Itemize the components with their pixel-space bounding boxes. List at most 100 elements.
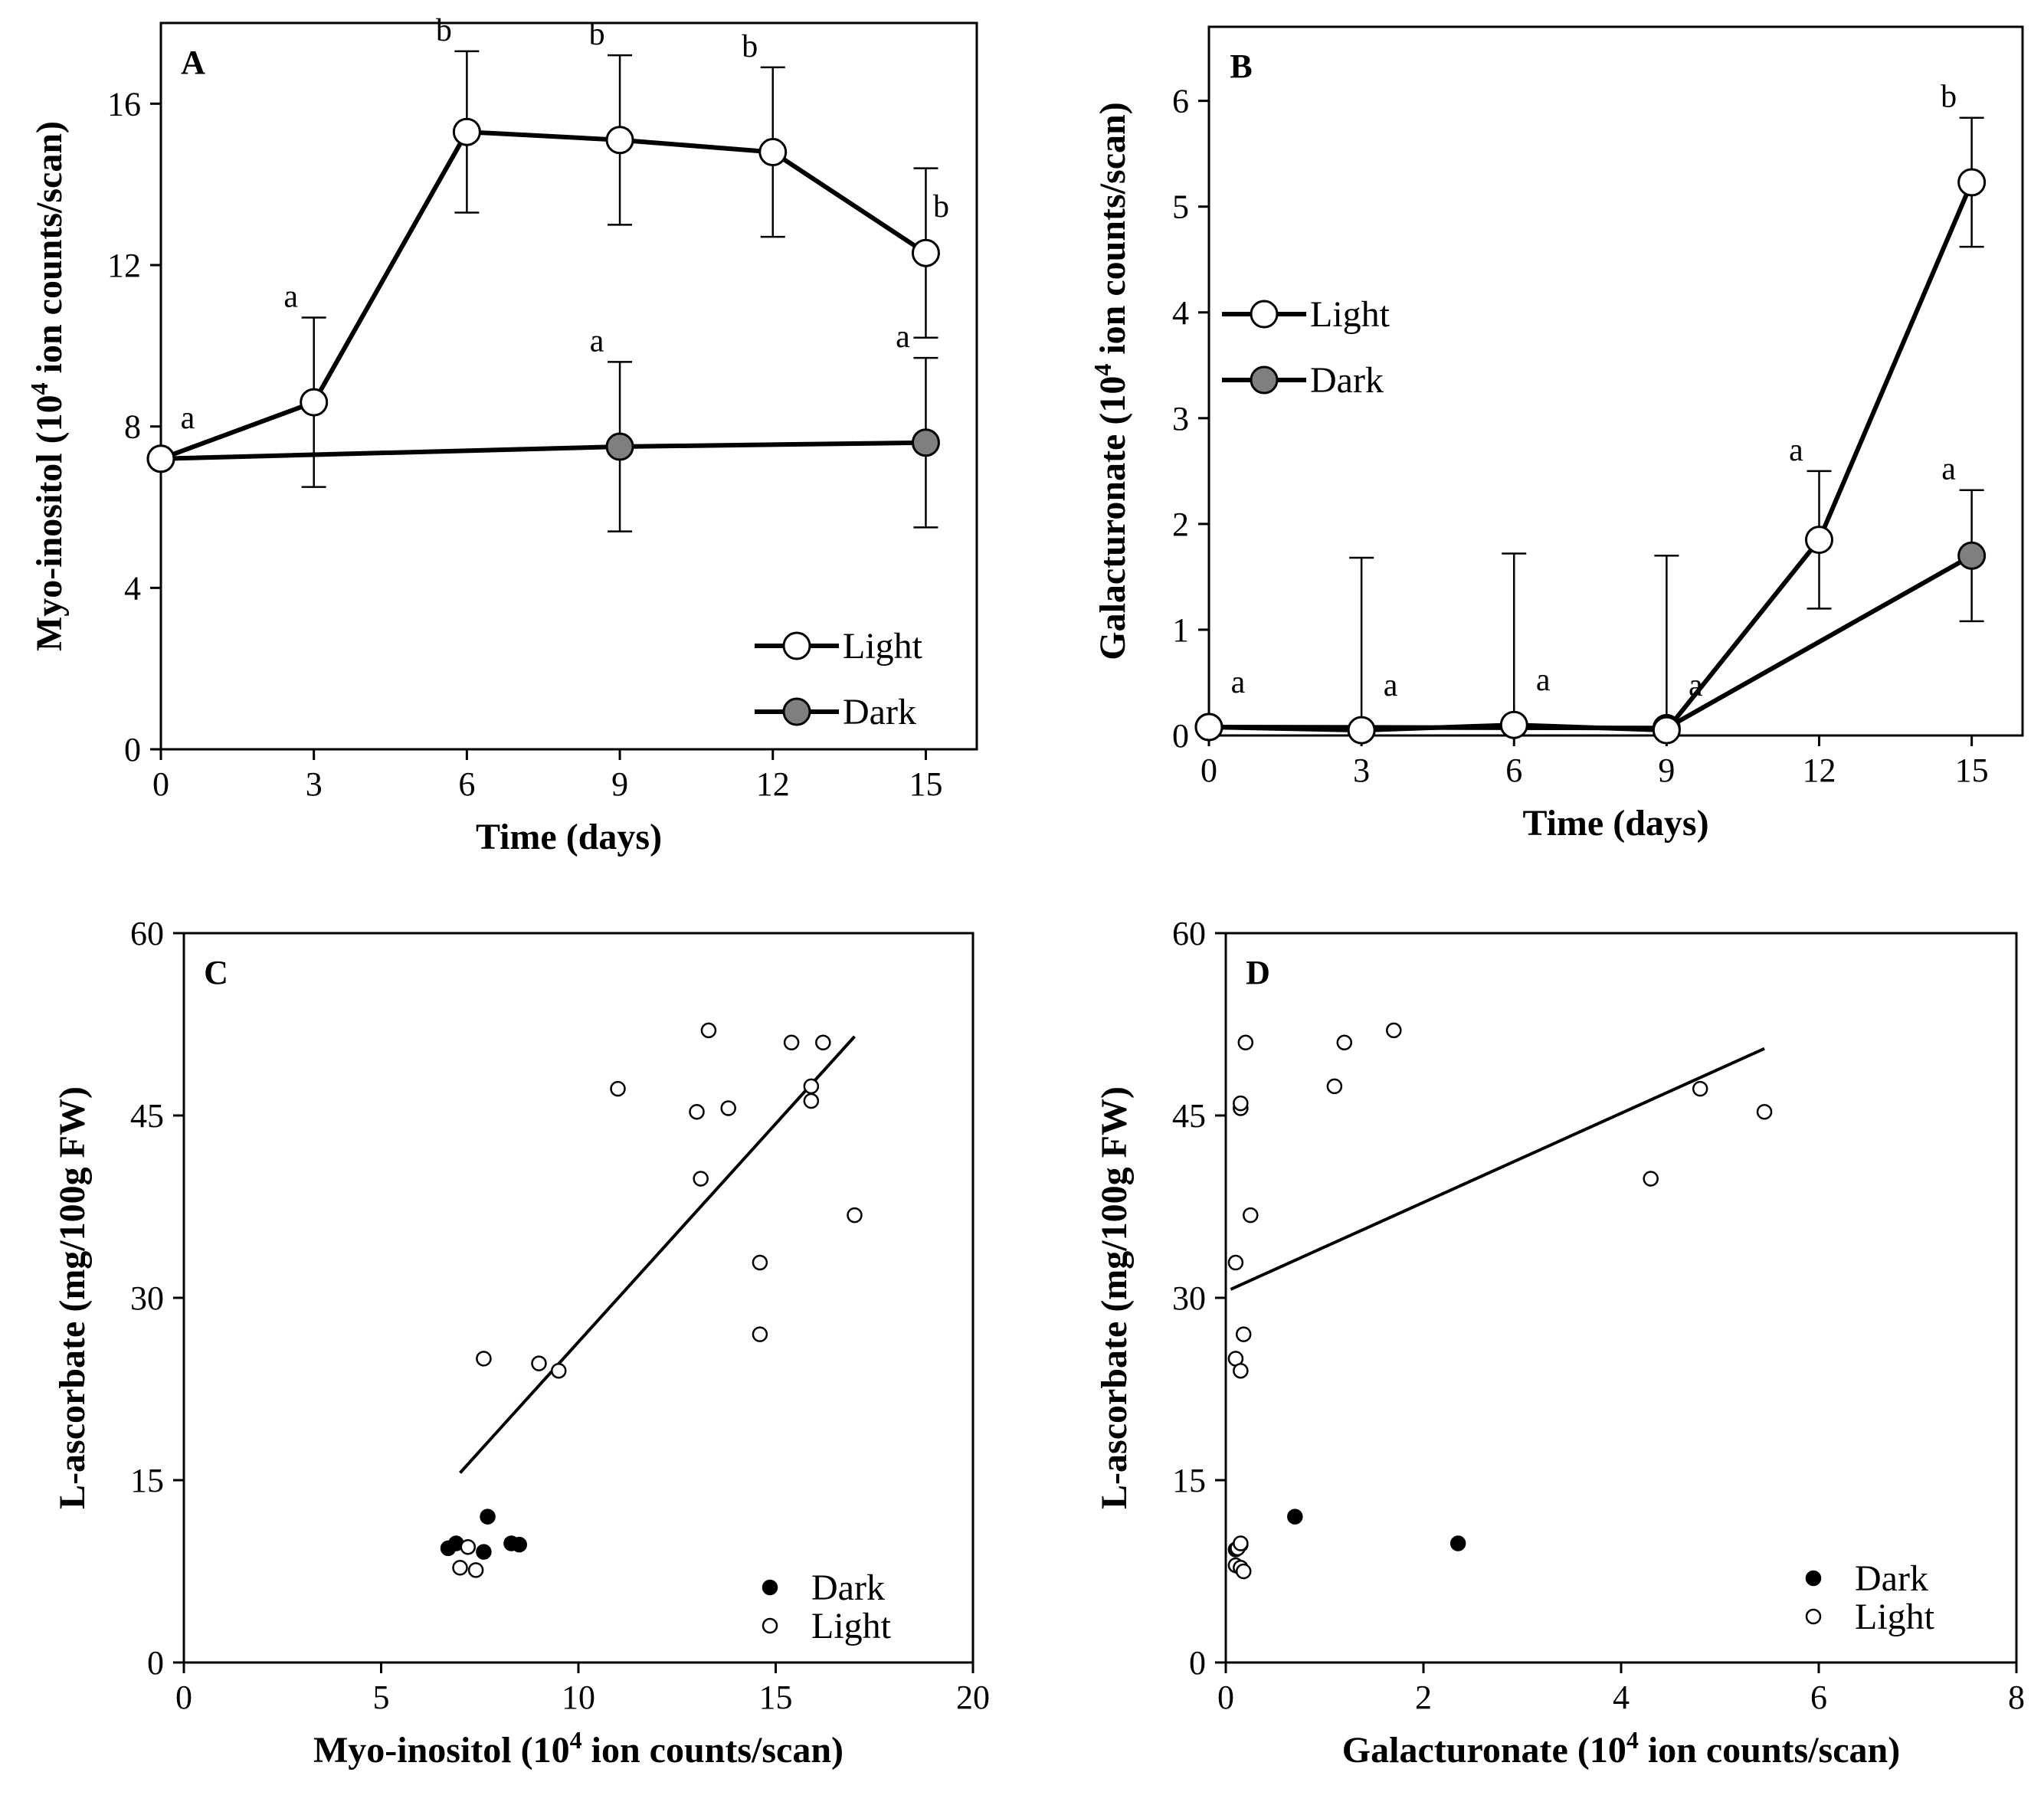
x-axis-label-D-main: Galacturonate (10	[1342, 1730, 1626, 1771]
significance-label-A-light-5: b	[933, 189, 949, 224]
data-point-C-light-1	[460, 1539, 477, 1555]
panel-label-A: A	[181, 44, 205, 81]
data-point-B-light-2	[1499, 710, 1528, 739]
data-point-A-light-1	[300, 388, 329, 417]
x-tick-label-C-0: 0	[175, 1679, 192, 1716]
legend-marker-D-dark	[1805, 1570, 1822, 1587]
y-tick-label-A-4: 16	[107, 85, 141, 123]
significance-label-A-dark-2: a	[896, 319, 910, 355]
x-tick-label-D-2: 4	[1613, 1679, 1630, 1716]
data-point-D-dark-3	[1449, 1535, 1466, 1551]
y-tick-label-A-2: 8	[124, 408, 141, 446]
panel-label-D: D	[1246, 954, 1270, 991]
data-point-C-light-4	[531, 1355, 547, 1371]
data-point-C-light-5	[551, 1362, 567, 1379]
data-point-C-light-17	[847, 1207, 863, 1224]
legend-label-A-light: Light	[843, 626, 923, 667]
y-axis-label-B-main: Galacturonate (10	[1092, 376, 1133, 660]
y-axis-label-B: Galacturonate (104 ion counts/scan)	[1089, 102, 1133, 660]
data-point-C-dark-3	[480, 1509, 496, 1525]
data-point-B-light-5	[1957, 168, 1987, 197]
legend-label-B-dark: Dark	[1310, 360, 1384, 401]
x-tick-label-B-1: 3	[1353, 752, 1370, 789]
y-tick-label-C-1: 15	[130, 1462, 164, 1499]
data-point-D-light-11	[1233, 1095, 1249, 1112]
y-axis-label-A: Myo-inositol (104 ion counts/scan)	[25, 121, 70, 651]
x-axis-label-A: Time (days)	[476, 817, 662, 857]
data-point-D-light-9	[1243, 1207, 1259, 1224]
x-axis-label-D-rest: ion counts/scan)	[1639, 1730, 1900, 1771]
legend-marker-B-dark	[1250, 365, 1279, 395]
x-axis-label-D: Galacturonate (104 ion counts/scan)	[1342, 1726, 1900, 1771]
series-line-A-light	[159, 129, 928, 461]
x-tick-label-D-1: 2	[1415, 1679, 1432, 1716]
data-point-C-light-15	[803, 1078, 820, 1095]
significance-label-A-light-0: a	[181, 401, 195, 436]
legend-label-B-light: Light	[1310, 294, 1391, 335]
x-axis-label-C-superscript: 4	[570, 1726, 582, 1754]
x-axis-label-C-rest: ion counts/scan)	[582, 1730, 843, 1771]
y-tick-label-D-4: 60	[1172, 915, 1206, 952]
data-point-D-light-2	[1235, 1563, 1252, 1580]
data-point-C-light-14	[803, 1092, 820, 1109]
data-point-C-dark-2	[476, 1544, 492, 1560]
chart-panel-C: 0 5 10 15 20 0 15 30 45 60 C Myo-inositol (104 ion …	[52, 915, 990, 1771]
x-tick-label-D-4: 8	[2008, 1679, 2025, 1716]
data-point-A-light-0	[146, 444, 175, 473]
x-tick-label-D-0: 0	[1217, 1679, 1234, 1716]
legend-label-A-dark: Dark	[843, 692, 916, 732]
y-tick-label-D-0: 0	[1189, 1644, 1206, 1682]
x-axis-label-C: Myo-inositol (104 ion counts/scan)	[313, 1726, 843, 1771]
data-point-C-light-12	[752, 1326, 768, 1342]
series-line-B-dark	[1208, 553, 1974, 731]
series-line-A-dark	[160, 440, 926, 461]
significance-label-A-light-2: b	[436, 13, 452, 48]
x-axis-label-B: Time (days)	[1522, 803, 1708, 844]
data-point-C-light-7	[689, 1103, 705, 1120]
series-line-B-light	[1208, 181, 1974, 733]
y-tick-label-A-0: 0	[124, 731, 141, 768]
x-axis-label-D-superscript: 4	[1626, 1726, 1639, 1754]
legend-label-D-dark: Dark	[1855, 1558, 1928, 1599]
y-tick-label-B-3: 3	[1172, 400, 1189, 437]
plot-frame-C	[182, 932, 975, 1664]
data-point-C-light-0	[452, 1559, 468, 1576]
y-tick-label-D-1: 15	[1172, 1462, 1206, 1499]
data-point-D-light-7	[1235, 1326, 1252, 1342]
legend-marker-C-light	[762, 1617, 778, 1634]
data-point-D-light-13	[1326, 1078, 1343, 1095]
data-point-A-dark-2	[911, 428, 940, 457]
data-point-D-light-12	[1237, 1034, 1254, 1051]
y-axis-label-B-superscript: 4	[1089, 364, 1116, 376]
data-point-C-light-11	[752, 1254, 768, 1271]
data-point-A-light-4	[758, 138, 788, 167]
y-axis-label-C: L-ascorbate (mg/100g FW)	[52, 1086, 93, 1509]
legend-marker-C-dark	[762, 1579, 778, 1596]
data-point-B-light-3	[1652, 716, 1681, 745]
y-tick-label-B-4: 4	[1172, 294, 1189, 332]
data-point-D-dark-2	[1287, 1509, 1303, 1525]
legend-marker-A-light	[782, 631, 811, 660]
trendline-D	[1230, 1047, 1765, 1291]
panel-label-B: B	[1230, 48, 1252, 85]
legend-label-C-dark: Dark	[811, 1568, 885, 1608]
data-point-C-light-8	[693, 1171, 709, 1187]
data-point-B-light-0	[1194, 712, 1223, 742]
x-tick-label-B-4: 12	[1803, 752, 1836, 789]
x-tick-label-A-0: 0	[152, 765, 169, 803]
x-tick-label-C-2: 10	[562, 1679, 595, 1716]
data-point-D-light-8	[1227, 1254, 1244, 1271]
y-tick-label-D-3: 45	[1172, 1097, 1206, 1135]
y-tick-label-C-3: 45	[130, 1097, 164, 1135]
x-tick-label-B-5: 15	[1955, 752, 1989, 789]
data-point-D-light-14	[1336, 1034, 1353, 1051]
legend-marker-A-dark	[782, 697, 811, 726]
data-point-A-light-5	[911, 238, 940, 267]
significance-label-A-light-4: b	[742, 29, 758, 64]
data-point-C-light-16	[815, 1034, 831, 1051]
y-tick-label-C-2: 30	[130, 1279, 164, 1317]
y-tick-label-A-1: 4	[124, 569, 141, 607]
legend-label-D-light: Light	[1855, 1597, 1935, 1637]
